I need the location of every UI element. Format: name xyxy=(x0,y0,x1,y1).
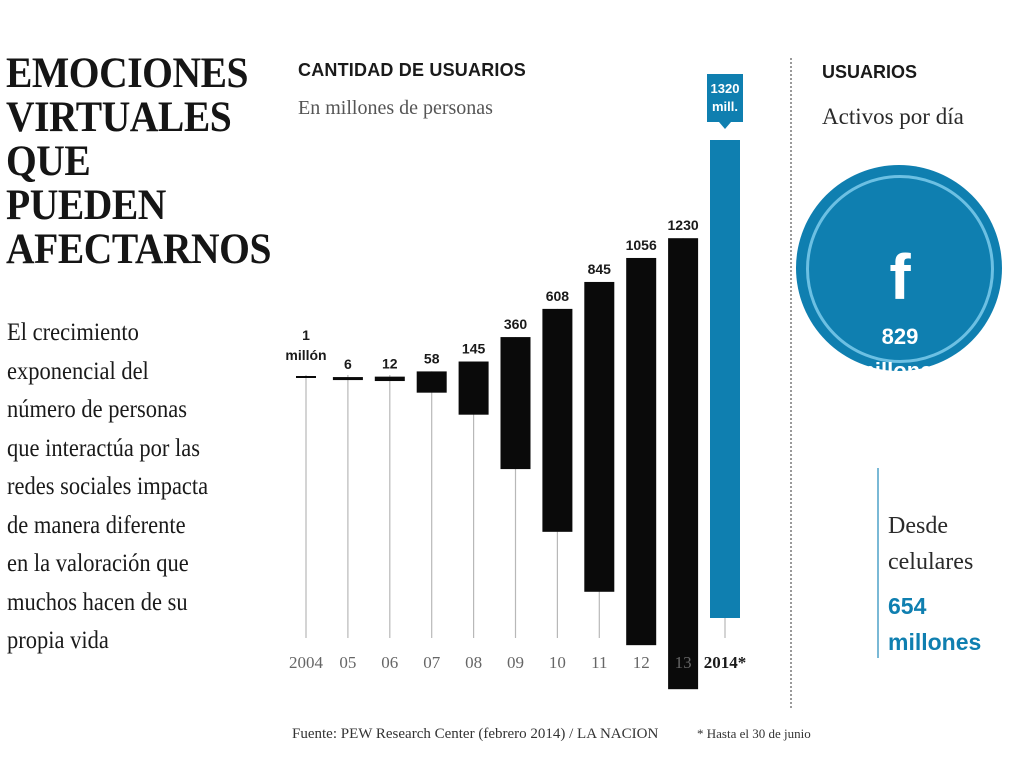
x-tick-label: 11 xyxy=(591,653,607,672)
mobile-users-label: Desde celulares xyxy=(888,513,974,575)
headline: EMOCIONES VIRTUALES QUE PUEDEN AFECTARNO… xyxy=(6,50,272,273)
footnote: * Hasta el 30 de junio xyxy=(697,726,811,741)
x-tick-label: 06 xyxy=(381,653,398,672)
value-label-box xyxy=(707,74,743,122)
x-tick-label: 12 xyxy=(633,653,650,672)
value-label: 845 xyxy=(588,261,612,277)
value-label: 360 xyxy=(504,316,528,332)
x-tick-label: 09 xyxy=(507,653,524,672)
x-tick-label: 08 xyxy=(465,653,482,672)
bar xyxy=(668,238,699,690)
mobile-connector-line xyxy=(877,468,879,658)
value-label: millón xyxy=(285,347,326,363)
intro-text: El crecimiento exponencial del número de… xyxy=(7,319,209,654)
bar xyxy=(416,371,447,393)
x-tick-label: 10 xyxy=(549,653,566,672)
value-label-pointer xyxy=(719,122,731,129)
value-label: 6 xyxy=(344,356,352,372)
x-tick-label: 13 xyxy=(675,653,692,672)
facebook-icon: f xyxy=(889,241,911,313)
bar-highlight xyxy=(710,140,740,618)
chart-title: CANTIDAD DE USUARIOS xyxy=(298,60,527,80)
value-label: 1056 xyxy=(626,237,657,253)
panel-divider xyxy=(790,58,792,708)
value-label: 12 xyxy=(382,356,398,372)
x-tick-label: 2004 xyxy=(289,653,324,672)
value-label: 1 xyxy=(302,327,310,343)
daily-users-subtitle: Activos por día xyxy=(822,104,964,129)
daily-users-title: USUARIOS xyxy=(822,62,918,82)
mobile-users-value: 654 millones xyxy=(888,593,982,655)
bar xyxy=(374,376,405,382)
value-label: 145 xyxy=(462,341,486,357)
value-label: 608 xyxy=(546,288,570,304)
daily-users-circle-ring xyxy=(806,175,994,363)
bar xyxy=(296,376,316,378)
bar xyxy=(584,281,615,592)
value-label: 1230 xyxy=(668,217,699,233)
x-tick-label: 07 xyxy=(423,653,441,672)
bar xyxy=(626,257,657,646)
chart-subtitle: En millones de personas xyxy=(298,97,493,119)
bar xyxy=(332,377,363,381)
bar xyxy=(500,337,531,470)
value-label: 58 xyxy=(424,350,440,366)
bar xyxy=(542,308,573,532)
value-label: mill. xyxy=(712,99,738,114)
daily-users-value: 829 millones xyxy=(855,324,945,383)
value-label: 1320 xyxy=(711,81,740,96)
source-credit: Fuente: PEW Research Center (febrero 201… xyxy=(292,726,659,742)
x-tick-label: 05 xyxy=(339,653,356,672)
bar xyxy=(458,361,489,415)
x-tick-label: 2014* xyxy=(704,653,747,672)
